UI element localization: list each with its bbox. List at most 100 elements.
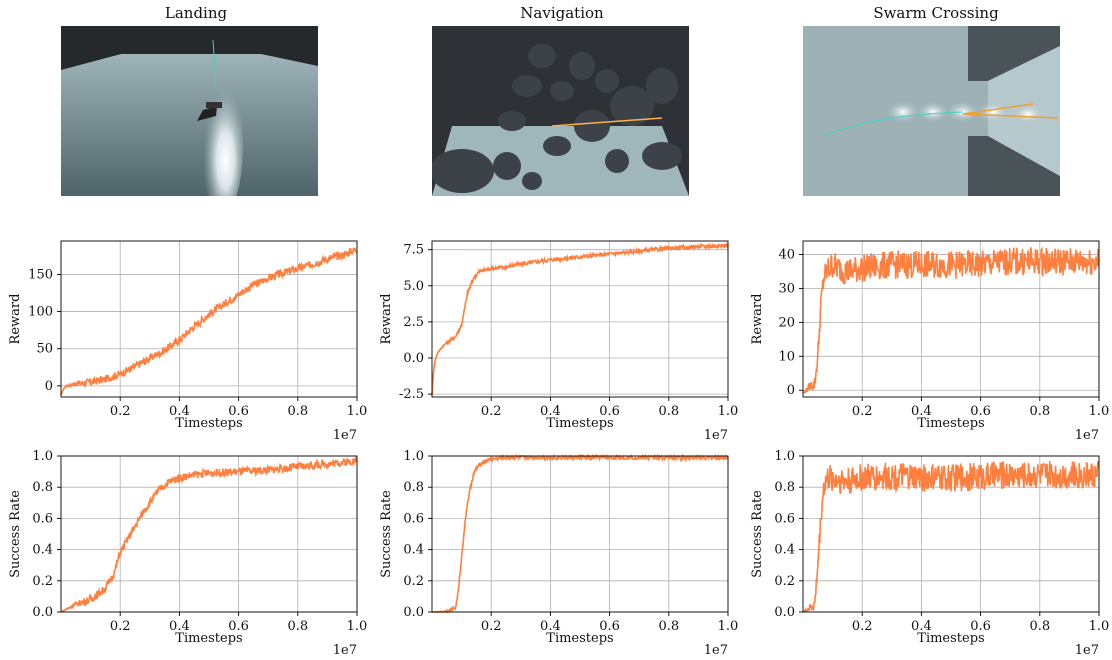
y-tick-label: 0.8 xyxy=(774,480,795,495)
x-tick-label: 0.6 xyxy=(599,619,620,634)
y-tick-label: -2.5 xyxy=(399,387,424,402)
x-tick-label: 0.4 xyxy=(169,404,190,419)
navigation-success-panel: 0.2 0.4 0.6 0.8 1.0 0.0 0.2 0.4 0.6 0.8 1.0 Timeste… xyxy=(379,449,738,658)
navigation-success-series-line xyxy=(432,453,729,614)
navigation-scene-render xyxy=(432,26,689,196)
y-axis-label: Reward xyxy=(379,294,394,345)
x-tick-label: 0.6 xyxy=(228,404,249,419)
navigation-reward-panel: 0.2 0.4 0.6 0.8 1.0 -2.5 0.0 2.5 5.0 7.5 Timesteps… xyxy=(379,240,739,443)
y-tick-label: 0.0 xyxy=(32,605,53,620)
plot-frame xyxy=(802,240,1100,398)
y-axis-label: Reward xyxy=(8,294,23,345)
y-tick-label: 0.0 xyxy=(403,351,424,366)
y-tick-label: 50 xyxy=(36,342,53,357)
x-axis-scale-label: 1e7 xyxy=(704,428,728,443)
swarm-crossing-scene-render xyxy=(803,26,1060,196)
y-axis-label: Success Rate xyxy=(8,490,23,578)
swarm-success-panel: 0.2 0.4 0.6 0.8 1.0 0.0 0.2 0.4 0.6 0.8 1.0 Timeste… xyxy=(750,449,1109,658)
landing-scene-render xyxy=(61,26,318,196)
x-axis-label: Timesteps xyxy=(917,631,984,646)
column-title-navigation: Navigation xyxy=(520,4,604,22)
plot-frame xyxy=(60,240,358,398)
y-tick-label: 7.5 xyxy=(403,243,424,258)
x-tick-label: 0.2 xyxy=(481,619,502,634)
x-axis-scale-label: 1e7 xyxy=(1075,643,1099,658)
y-tick-label: 1.0 xyxy=(32,449,53,464)
landing-success-series-line xyxy=(60,455,358,613)
x-axis-label: Timesteps xyxy=(175,631,242,646)
x-tick-label: 0.2 xyxy=(852,404,873,419)
y-tick-label: 20 xyxy=(778,315,795,330)
y-axis-label: Success Rate xyxy=(379,490,394,578)
y-tick-label: 1.0 xyxy=(403,449,424,464)
y-tick-label: 0.4 xyxy=(32,543,53,558)
landing-reward-panel: 0.2 0.4 0.6 0.8 1.0 0 50 100 150 Timesteps 1e7 Rewa… xyxy=(8,240,368,443)
x-axis-scale-label: 1e7 xyxy=(333,643,357,658)
x-tick-label: 0.8 xyxy=(1029,619,1050,634)
y-tick-label: 0.6 xyxy=(32,511,53,526)
x-tick-label: 0.6 xyxy=(228,619,249,634)
x-tick-label: 1.0 xyxy=(1089,619,1110,634)
x-tick-label: 1.0 xyxy=(718,619,739,634)
x-tick-label: 0.6 xyxy=(599,404,620,419)
x-tick-label: 1.0 xyxy=(347,619,368,634)
x-tick-label: 1.0 xyxy=(1089,404,1110,419)
x-tick-label: 1.0 xyxy=(718,404,739,419)
x-tick-label: 0.4 xyxy=(540,619,561,634)
y-axis-label: Success Rate xyxy=(750,490,765,578)
y-tick-label: 30 xyxy=(778,281,795,296)
y-tick-label: 0.0 xyxy=(403,605,424,620)
x-tick-label: 0.2 xyxy=(110,619,131,634)
plot-frame xyxy=(802,455,1100,613)
plot-frame xyxy=(431,455,729,613)
x-tick-label: 0.4 xyxy=(540,404,561,419)
x-axis-label: Timesteps xyxy=(917,416,984,431)
x-tick-label: 0.8 xyxy=(658,404,679,419)
y-tick-label: 0.8 xyxy=(403,480,424,495)
x-tick-label: 0.2 xyxy=(110,404,131,419)
x-tick-label: 0.8 xyxy=(287,404,308,419)
y-tick-label: 1.0 xyxy=(774,449,795,464)
y-tick-label: 150 xyxy=(28,267,53,282)
y-tick-label: 2.5 xyxy=(403,315,424,330)
y-tick-label: 0.2 xyxy=(774,574,795,589)
x-tick-label: 1.0 xyxy=(347,404,368,419)
y-tick-label: 0.8 xyxy=(32,480,53,495)
x-tick-label: 0.4 xyxy=(169,619,190,634)
y-tick-label: 10 xyxy=(778,349,795,364)
column-title-swarm-crossing: Swarm Crossing xyxy=(873,4,999,22)
y-tick-label: 0.4 xyxy=(774,543,795,558)
x-axis-scale-label: 1e7 xyxy=(333,428,357,443)
plot-frame xyxy=(431,240,729,398)
swarm-reward-panel: 0.2 0.4 0.6 0.8 1.0 0 10 20 30 40 Timesteps 1e7 Rewa… xyxy=(750,240,1110,443)
x-axis-scale-label: 1e7 xyxy=(704,643,728,658)
x-axis-label: Timesteps xyxy=(175,416,242,431)
column-title-landing: Landing xyxy=(164,4,228,22)
landing-reward-series-line xyxy=(60,247,358,396)
y-tick-label: 0.6 xyxy=(774,511,795,526)
x-tick-label: 0.6 xyxy=(970,619,991,634)
x-tick-label: 0.4 xyxy=(911,619,932,634)
y-tick-label: 100 xyxy=(28,305,53,320)
y-tick-label: 40 xyxy=(778,248,795,263)
y-tick-label: 5.0 xyxy=(403,279,424,294)
x-tick-label: 0.8 xyxy=(1029,404,1050,419)
y-tick-label: 0 xyxy=(787,383,795,398)
landing-success-panel: 0.2 0.4 0.6 0.8 1.0 0.0 0.2 0.4 0.6 0.8 1.0 Timeste… xyxy=(8,449,367,658)
navigation-reward-series-line xyxy=(431,241,729,396)
x-axis-scale-label: 1e7 xyxy=(1075,428,1099,443)
x-tick-label: 0.2 xyxy=(481,404,502,419)
y-tick-label: 0.6 xyxy=(403,511,424,526)
x-tick-label: 0.8 xyxy=(658,619,679,634)
x-tick-label: 0.2 xyxy=(852,619,873,634)
x-tick-label: 0.4 xyxy=(911,404,932,419)
y-tick-label: 0.2 xyxy=(403,574,424,589)
swarm-reward-series-line xyxy=(802,246,1100,395)
x-axis-label: Timesteps xyxy=(546,631,613,646)
y-tick-label: 0 xyxy=(45,379,53,394)
y-axis-label: Reward xyxy=(750,294,765,345)
x-tick-label: 0.8 xyxy=(287,619,308,634)
swarm-success-series-line xyxy=(802,460,1100,613)
x-axis-label: Timesteps xyxy=(546,416,613,431)
